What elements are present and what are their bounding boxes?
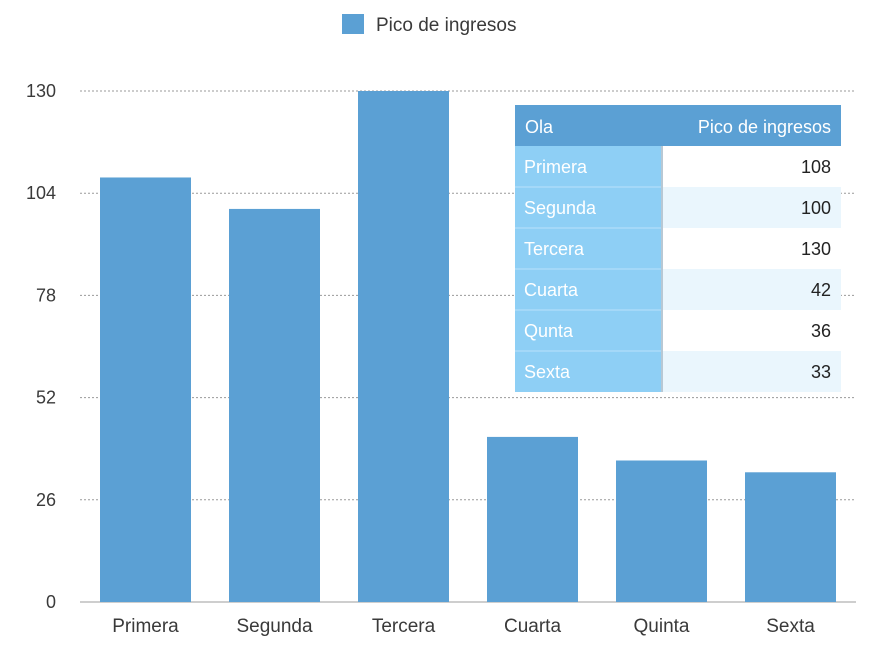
table-label-cell-bg [515, 269, 662, 310]
x-axis: Primera Segunda Tercera Cuarta Quinta Sexta [112, 616, 815, 637]
table-value-cell-bg [662, 310, 841, 351]
table-header-value: Pico de ingresos [698, 117, 831, 137]
table-row-value: 108 [801, 157, 831, 177]
table-row-value: 36 [811, 321, 831, 341]
y-tick-label: 130 [26, 81, 56, 101]
x-tick-label: Primera [112, 616, 179, 637]
x-tick-label: Tercera [372, 616, 436, 637]
y-tick-label: 26 [36, 490, 56, 510]
table-value-cell-bg [662, 269, 841, 310]
legend-swatch [342, 14, 364, 34]
table-row-label: Segunda [524, 198, 597, 218]
table-label-cell-bg [515, 228, 662, 269]
table-value-cell-bg [662, 187, 841, 228]
data-table: Ola Pico de ingresos Primera 108 Segunda 100 T… [515, 105, 841, 392]
table-label-cell-bg [515, 146, 662, 187]
table-value-cell-bg [662, 351, 841, 392]
table-row-label: Cuarta [524, 280, 579, 300]
grid-lines [80, 90, 856, 603]
table-header-ola: Ola [525, 117, 554, 137]
bar-primera [100, 177, 191, 602]
table-row-value: 33 [811, 362, 831, 382]
y-tick-label: 104 [26, 183, 56, 203]
table-row-value: 100 [801, 198, 831, 218]
table-label-cell-bg [515, 187, 662, 228]
x-tick-label: Segunda [236, 616, 313, 637]
bars [100, 91, 836, 602]
bar-cuarta [487, 436, 578, 602]
y-tick-label: 0 [46, 592, 56, 612]
table-value-cell-bg [662, 146, 841, 187]
table-row-label: Tercera [524, 239, 585, 259]
x-tick-label: Cuarta [504, 616, 561, 637]
table-label-cell-bg [515, 351, 662, 392]
table-value-cell-bg [662, 228, 841, 269]
x-tick-label: Quinta [634, 616, 690, 637]
table-row-label: Sexta [524, 362, 571, 382]
y-tick-label: 78 [36, 285, 56, 305]
bar-quinta [616, 460, 707, 602]
bar-segunda [229, 208, 320, 602]
table-row-label: Qunta [524, 321, 574, 341]
bar-tercera [358, 91, 449, 602]
table-header-row [515, 105, 841, 146]
table-row-value: 42 [811, 280, 831, 300]
legend: Pico de ingresos [342, 14, 516, 36]
y-tick-label: 52 [36, 388, 56, 408]
table-row-value: 130 [801, 239, 831, 259]
y-axis: 0 26 52 78 104 130 [26, 81, 56, 612]
bar-sexta [745, 472, 836, 602]
table-row-label: Primera [524, 157, 588, 177]
table-label-cell-bg [515, 310, 662, 351]
legend-label: Pico de ingresos [376, 15, 516, 36]
x-tick-label: Sexta [766, 616, 815, 637]
